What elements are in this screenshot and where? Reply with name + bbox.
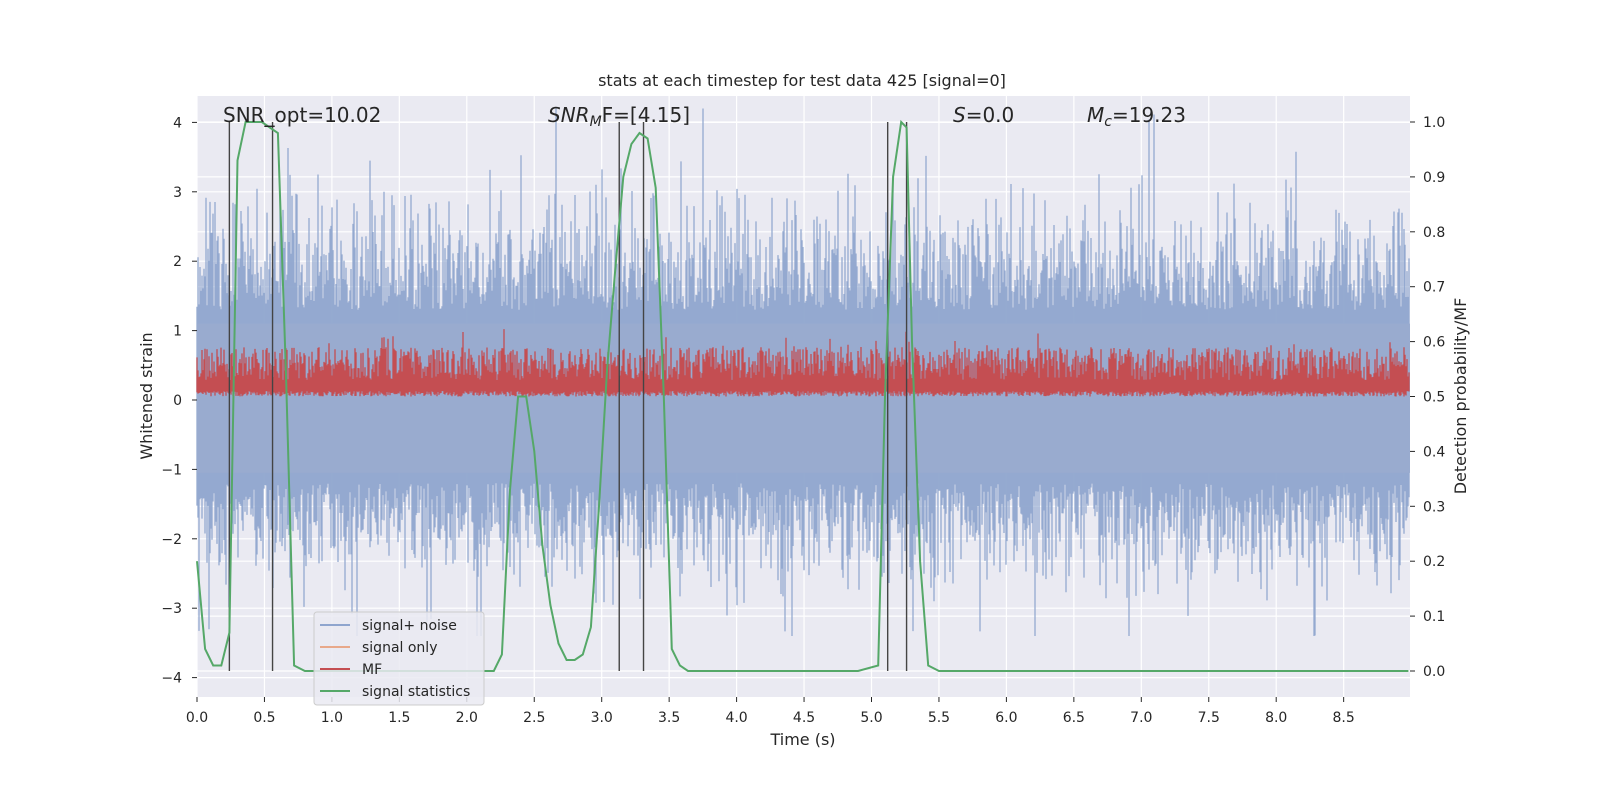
snr-opt-annotation: SNR_opt=10.02 [223,103,381,127]
y-right-tick-label: 0.6 [1423,335,1445,351]
y-tick-label: 0 [173,393,182,409]
x-tick-label: 0.5 [253,710,275,726]
chart-title: stats at each timestep for test data 425… [598,71,1006,90]
legend-label-noise: signal+ noise [362,618,457,634]
x-tick-label: 4.0 [725,710,747,726]
noise-core [197,323,1410,473]
x-tick-label: 8.0 [1265,710,1287,726]
y-tick-label: 1 [173,324,182,340]
x-tick-label: 0.0 [186,710,208,726]
y-right-tick-label: 0.4 [1423,444,1445,460]
s-main: S [953,103,966,127]
signal-statistics-line [196,119,1409,672]
x-tick-label: 8.5 [1333,710,1355,726]
mf-trace [196,329,1410,397]
y-tick-label: −1 [161,462,182,478]
mc-annotation: Mc=19.23 [1087,103,1186,130]
y-right-tick-label: 1.0 [1423,115,1445,131]
mc-main: M [1087,103,1104,127]
x-tick-label: 7.0 [1130,710,1152,726]
snr-mf-annotation: SNRMF=[4.15] [548,103,690,130]
legend-box [313,611,485,706]
y-right-tick-label: 0.2 [1423,554,1445,570]
x-tick-label: 3.5 [658,710,680,726]
y-right-tick-label: 0.8 [1423,225,1445,241]
snr-mf-rest: F=[4.15] [602,103,690,127]
x-tick-label: 6.5 [1063,710,1085,726]
y-right-tick-label: 0.3 [1423,499,1445,515]
x-tick-label: 4.5 [793,710,815,726]
mc-rest: =19.23 [1112,103,1186,127]
y-right-tick-label: 0.7 [1423,280,1445,296]
y-tick-label: 2 [173,254,182,270]
signal-plus-noise-trace [196,108,1410,636]
mc-sub: c [1104,114,1112,130]
x-axis-label: Time (s) [769,730,835,749]
x-tick-label: 7.5 [1198,710,1220,726]
x-tick-label: 3.0 [591,710,613,726]
y-right-axis-label: Detection probability/MF [1451,298,1470,495]
y-right-tick-labels: 1.0 0.9 0.8 0.7 0.6 0.5 0.4 0.3 0.2 0.1 0.0 [1410,115,1445,680]
legend-label-stats: signal statistics [362,684,470,700]
s-rest: =0.0 [966,103,1015,127]
y-right-tick-label: 0.9 [1423,170,1445,186]
y-tick-label: 3 [173,185,182,201]
y-tick-label: −3 [161,601,182,617]
x-tick-label: 1.5 [388,710,410,726]
x-tick-label: 6.0 [995,710,1017,726]
y-tick-label: −4 [161,671,182,687]
legend: signal+ noise signal only MF signal stat… [313,611,485,706]
snr-mf-sub: M [590,114,602,130]
y-tick-label: −2 [161,532,182,548]
x-tick-label: 1.0 [321,710,343,726]
y-right-tick-label: 0.5 [1423,390,1445,406]
x-tick-label: 2.5 [523,710,545,726]
x-tick-label: 5.5 [928,710,950,726]
y-tick-label: 4 [173,115,182,131]
x-tick-labels: 0.0 0.5 1.0 1.5 2.0 2.5 3.0 3.5 4.0 4.5 5.0 5.5 6.0 6… [186,697,1355,726]
y-axis-label: Whitened strain [137,332,156,459]
x-tick-label: 5.0 [860,710,882,726]
y-right-tick-label: 0.0 [1423,664,1445,680]
legend-label-mf: MF [362,662,382,678]
x-tick-label: 2.0 [456,710,478,726]
y-right-tick-label: 0.1 [1423,609,1445,625]
s-annotation: S=0.0 [953,103,1014,127]
legend-label-signal: signal only [362,640,437,656]
snr-mf-main: SNR [548,103,590,127]
y-tick-labels: 4 3 2 1 0 −1 −2 −3 −4 [161,115,197,687]
mf-path [196,329,1410,397]
